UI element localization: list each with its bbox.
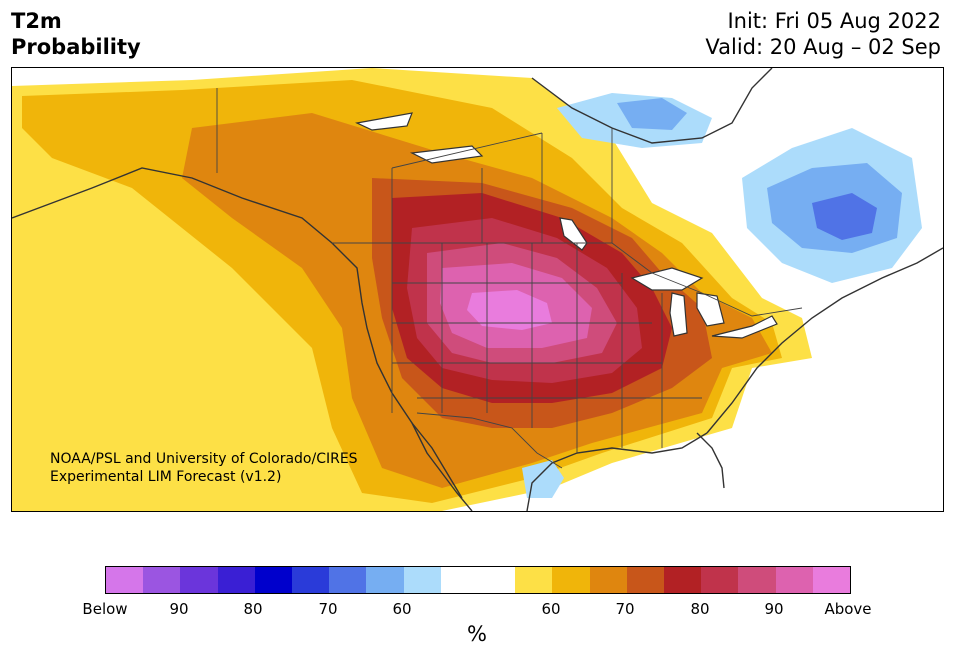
tick-below-80: 80 [243,600,263,618]
cool-band-65-west [617,98,687,130]
tick-below: Below [82,600,128,618]
baja-peninsula [411,422,463,499]
cool-band-60-mexico [522,460,564,498]
great-slave-lake [355,112,413,131]
forecast-map: NOAA/PSL and University of Colorado/CIRE… [11,67,944,512]
colorbar-segment-4 [254,567,293,593]
probability-colorbar [105,566,851,594]
cool-anomaly-shading [522,93,922,498]
us-states [391,243,702,453]
lake-michigan [669,292,688,337]
map-canvas [12,68,943,511]
tick-above-70: 70 [615,600,635,618]
colorbar-segment-0 [106,567,144,593]
us-canada-border [332,242,803,317]
variable-label: T2m [11,9,62,33]
init-date: Init: Fri 05 Aug 2022 [727,9,941,33]
lake-erie-ontario [711,315,778,339]
valid-range: Valid: 20 Aug – 02 Sep [705,35,941,59]
coastlines [12,68,943,511]
colorbar-segment-9 [440,567,479,593]
hudson-bay-coast [531,68,773,144]
pacific-coastline [12,167,473,511]
colorbar-segment-2 [180,567,218,593]
colorbar-segment-10 [478,567,516,593]
gulf-coastline [526,432,708,511]
colorbar-segment-19 [812,567,851,593]
colorbar-unit: % [467,622,487,646]
lake-huron [696,292,725,327]
tick-above-90: 90 [764,600,784,618]
tick-below-90: 90 [169,600,189,618]
colorbar-segment-16 [701,567,739,593]
colorbar-segment-13 [589,567,627,593]
colorbar-segment-14 [626,567,665,593]
colorbar-segment-3 [217,567,255,593]
florida-coast [696,432,725,489]
political-boundaries [216,88,803,469]
colorbar-segment-18 [775,567,813,593]
attribution-line-2: Experimental LIM Forecast (v1.2) [50,469,282,485]
colorbar-segment-15 [664,567,702,593]
us-mexico-border [416,412,563,469]
colorbar-segment-11 [515,567,553,593]
attribution: NOAA/PSL and University of Colorado/CIRE… [50,450,358,486]
chart-title: T2m Probability [11,8,141,60]
tick-above-60: 60 [541,600,561,618]
atlantic-coastline [706,247,943,434]
colorbar-segment-12 [552,567,590,593]
attribution-line-1: NOAA/PSL and University of Colorado/CIRE… [50,451,358,467]
warm-band-above [467,290,552,330]
colorbar-segment-6 [329,567,367,593]
colorbar-segment-17 [738,567,776,593]
great-bear-lake [409,145,484,164]
tick-below-70: 70 [318,600,338,618]
cool-band-70-east [812,193,877,240]
tick-below-60: 60 [392,600,412,618]
colorbar-segment-5 [292,567,330,593]
date-info: Init: Fri 05 Aug 2022 Valid: 20 Aug – 02… [705,8,941,60]
canada-provinces [391,128,613,243]
tick-above-80: 80 [690,600,710,618]
lake-winnipeg [559,217,588,251]
colorbar-segment-1 [143,567,181,593]
product-label: Probability [11,35,141,59]
colorbar-segment-7 [366,567,404,593]
great-lakes [355,112,778,339]
tick-above: Above [824,600,872,618]
colorbar-segment-8 [403,567,441,593]
